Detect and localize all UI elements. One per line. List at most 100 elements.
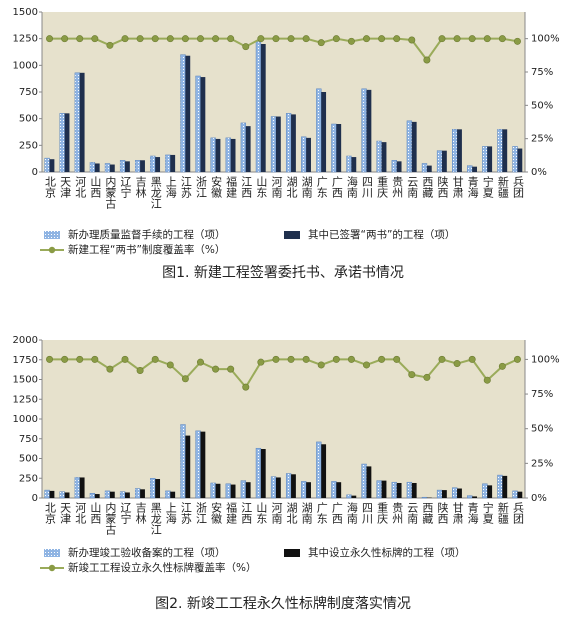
legend-swatch <box>284 549 300 557</box>
y2-tick-label: 100% <box>531 34 560 45</box>
bar <box>109 491 115 498</box>
bar <box>170 491 176 498</box>
line-marker <box>438 355 446 363</box>
line-marker <box>91 35 99 43</box>
bar <box>104 163 111 173</box>
x-tick-label: 宁夏 <box>481 501 494 524</box>
bar <box>517 491 523 498</box>
y2-tick-label: 50% <box>531 100 553 111</box>
x-tick-label: 海南 <box>345 501 358 524</box>
line-marker <box>513 355 521 363</box>
y2-tick-label: 0% <box>531 493 547 504</box>
bar <box>94 494 100 498</box>
x-tick-label: 四川 <box>361 502 374 524</box>
bar <box>275 116 281 172</box>
line-marker <box>136 35 144 43</box>
plot-area <box>42 340 525 498</box>
bar <box>210 482 216 499</box>
x-tick-label: 上海 <box>164 502 177 525</box>
bar <box>210 137 216 173</box>
bar <box>44 489 50 499</box>
legend-label: 新办理质量监督手续的工程（项） <box>68 228 226 241</box>
bar <box>225 483 231 499</box>
bar <box>215 483 221 498</box>
x-tick-label: 吉林 <box>134 176 147 198</box>
line-marker <box>287 355 295 363</box>
bar <box>336 124 342 172</box>
bar <box>441 490 447 498</box>
x-tick-label: 兵团 <box>511 176 524 199</box>
line-marker <box>317 39 325 47</box>
bar <box>472 496 478 498</box>
y-tick-label: 1000 <box>13 414 38 425</box>
bar <box>502 475 508 498</box>
bar <box>301 136 307 173</box>
x-tick-label: 重庆 <box>376 501 389 525</box>
y2-tick-label: 75% <box>531 67 553 78</box>
bar <box>351 157 357 172</box>
bar <box>104 490 111 499</box>
x-tick-label: 福建 <box>225 501 238 525</box>
bar <box>411 121 417 172</box>
bar <box>135 488 141 499</box>
line-marker <box>257 35 265 43</box>
x-tick-label: 内蒙古 <box>104 501 117 535</box>
line-marker <box>347 37 355 45</box>
legend-marker <box>48 564 56 572</box>
bar <box>366 466 372 498</box>
x-tick-label: 海南 <box>345 175 358 198</box>
x-tick-label: 甘肃 <box>451 502 464 525</box>
line-marker <box>121 35 129 43</box>
line-marker <box>106 41 114 49</box>
line-marker <box>61 35 69 43</box>
line-marker <box>121 355 129 363</box>
y-tick-label: 1000 <box>13 60 38 71</box>
x-tick-label: 青海 <box>466 176 479 199</box>
line-marker <box>257 358 265 366</box>
bar <box>406 120 413 173</box>
bar <box>436 150 443 173</box>
line-marker <box>408 36 416 44</box>
chart-title: 图2. 新竣工工程永久性标牌制度落实情况 <box>155 595 411 612</box>
bar <box>361 463 367 499</box>
bar <box>94 163 100 172</box>
bar <box>306 482 311 498</box>
x-tick-label: 浙江 <box>194 502 207 524</box>
y-tick-label: 750 <box>19 434 38 445</box>
x-tick-label: 山东 <box>255 502 268 524</box>
legend-swatch <box>44 549 60 557</box>
bar <box>150 155 156 173</box>
bar <box>426 165 432 172</box>
y-tick-label: 750 <box>19 87 38 98</box>
line-marker <box>408 371 416 379</box>
y-tick-label: 250 <box>19 473 38 484</box>
x-tick-label: 辽宁 <box>119 502 132 524</box>
bar <box>376 480 382 499</box>
line-marker <box>212 365 220 373</box>
x-tick-label: 辽宁 <box>119 176 132 198</box>
line-marker <box>483 376 491 384</box>
line-marker <box>76 35 84 43</box>
line-marker <box>166 361 174 369</box>
bar <box>230 138 236 172</box>
y2-tick-label: 25% <box>531 458 553 469</box>
x-tick-label: 甘肃 <box>451 176 464 199</box>
y-tick-label: 0 <box>32 167 38 178</box>
bar <box>321 92 327 172</box>
bar <box>285 473 292 499</box>
x-tick-label: 内蒙古 <box>104 175 117 209</box>
x-tick-label: 天津 <box>59 176 72 198</box>
bar <box>155 157 161 172</box>
bar <box>135 160 141 173</box>
bar <box>275 477 281 498</box>
line-marker <box>181 35 189 43</box>
bar <box>64 113 70 172</box>
x-tick-label: 广西 <box>330 176 343 198</box>
line-marker <box>151 35 159 43</box>
bar <box>316 441 322 499</box>
line-marker <box>513 37 521 45</box>
bar <box>185 435 191 498</box>
bar <box>457 488 462 498</box>
x-tick-label: 兵团 <box>511 502 524 525</box>
